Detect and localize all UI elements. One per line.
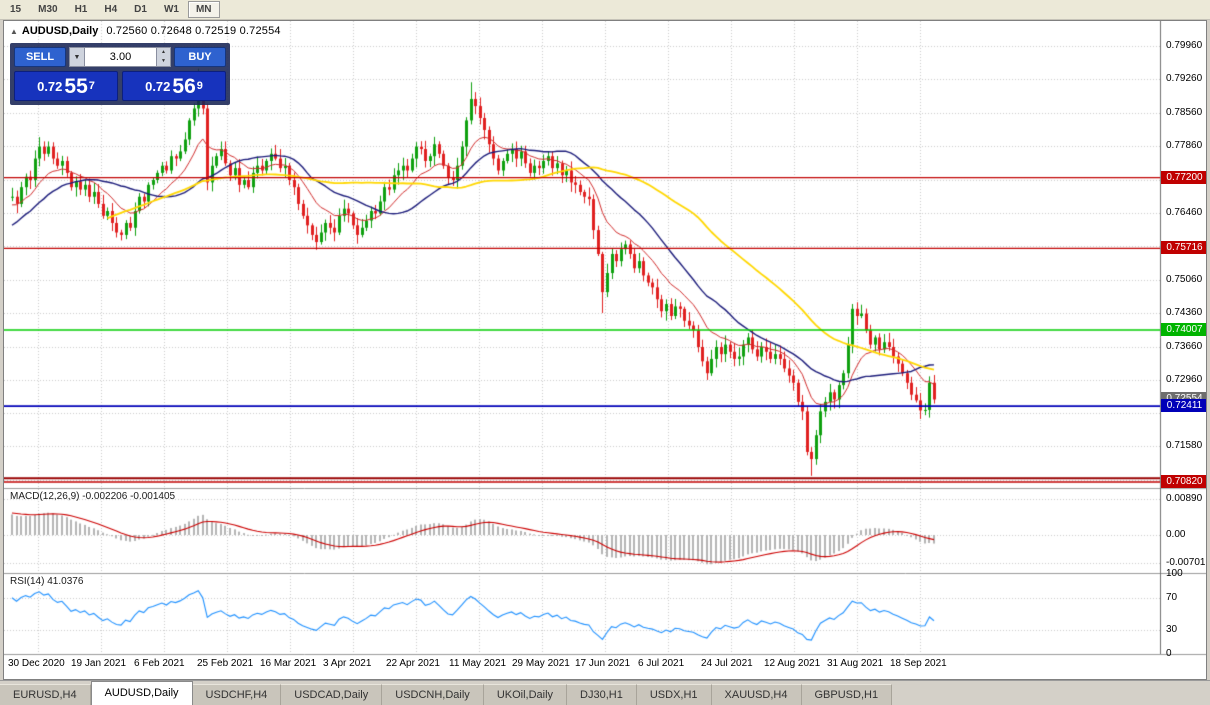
- date-axis-label: 19 Jan 2021: [71, 658, 127, 669]
- date-axis-label: 6 Feb 2021: [134, 658, 185, 669]
- rsi-indicator-label: RSI(14) 41.0376: [10, 576, 84, 587]
- date-axis-label: 29 May 2021: [512, 658, 570, 669]
- price-axis-label: 0.79260: [1166, 73, 1203, 85]
- sell-button[interactable]: SELL: [14, 47, 66, 67]
- price-axis-label: 0.77860: [1166, 140, 1203, 152]
- rsi-axis-label: 70: [1166, 592, 1178, 603]
- rsi-axis-label: 0: [1166, 648, 1172, 659]
- price-axis-label: 0.78560: [1166, 106, 1203, 118]
- one-click-trading-panel: SELL ▼ ▲ ▼ BUY 0.72 55 7 0: [10, 43, 230, 105]
- date-axis-label: 25 Feb 2021: [197, 658, 254, 669]
- buy-price-display[interactable]: 0.72 56 9: [122, 71, 226, 101]
- volume-spinner[interactable]: ▲ ▼: [156, 47, 171, 67]
- date-axis-label: 16 Mar 2021: [260, 658, 317, 669]
- macd-axis-label: 0.00890: [1166, 493, 1203, 505]
- spin-down-icon[interactable]: ▼: [161, 58, 166, 64]
- volume-control: ▼ ▲ ▼: [69, 47, 171, 67]
- price-axis-label: 0.75060: [1166, 273, 1203, 285]
- buy-price-pip-digit: 9: [196, 80, 203, 92]
- date-axis-label: 30 Dec 2020: [8, 658, 65, 669]
- chart-tab-dj30-h1[interactable]: DJ30,H1: [567, 684, 637, 705]
- chart-canvas[interactable]: [4, 21, 1206, 679]
- volume-dropdown-button[interactable]: ▼: [69, 47, 85, 67]
- chart-tab-usdcad-daily[interactable]: USDCAD,Daily: [281, 684, 383, 705]
- macd-axis-label: 0.00: [1166, 529, 1186, 540]
- timeframe-button-mn[interactable]: MN: [187, 1, 220, 18]
- sell-price-prefix: 0.72: [37, 78, 63, 94]
- buy-price-prefix: 0.72: [145, 78, 171, 94]
- price-axis-badge: 0.77200: [1161, 170, 1206, 184]
- date-axis-label: 12 Aug 2021: [764, 658, 821, 669]
- chart-title: ▲ AUDUSD,Daily 0.72560 0.72648 0.72519 0.7…: [10, 25, 281, 37]
- price-axis-label: 0.74360: [1166, 307, 1203, 319]
- timeframe-button-h4[interactable]: H4: [104, 4, 118, 15]
- sell-price-display[interactable]: 0.72 55 7: [14, 71, 118, 101]
- timeframe-button-d1[interactable]: D1: [134, 4, 147, 15]
- collapse-arrow-icon[interactable]: ▲: [10, 27, 18, 36]
- price-axis-label: 0.73660: [1166, 340, 1203, 352]
- price-axis-badge: 0.75716: [1161, 241, 1206, 255]
- sell-price-big-digits: 55: [64, 74, 88, 98]
- timeframe-button-m30[interactable]: M30: [38, 4, 58, 15]
- date-axis-label: 17 Jun 2021: [575, 658, 631, 669]
- price-axis-label: 0.72960: [1166, 373, 1203, 385]
- rsi-axis-label: 30: [1166, 624, 1178, 635]
- macd-axis-label: -0.00701: [1166, 557, 1206, 569]
- date-axis-label: 24 Jul 2021: [701, 658, 753, 669]
- trade-panel-prices: 0.72 55 7 0.72 56 9: [14, 71, 226, 101]
- date-axis-label: 6 Jul 2021: [638, 658, 685, 669]
- chart-window: ▲ AUDUSD,Daily 0.72560 0.72648 0.72519 0.7…: [3, 20, 1207, 680]
- rsi-axis-label: 100: [1166, 568, 1183, 579]
- date-axis-label: 18 Sep 2021: [890, 658, 947, 669]
- date-axis-label: 22 Apr 2021: [386, 658, 440, 669]
- spin-up-icon[interactable]: ▲: [161, 49, 166, 55]
- trade-panel-controls: SELL ▼ ▲ ▼ BUY: [14, 47, 226, 67]
- timeframe-button-h1[interactable]: H1: [74, 4, 88, 15]
- price-axis-badge: 0.70820: [1161, 474, 1206, 488]
- price-axis-badge: 0.72411: [1161, 399, 1206, 413]
- chart-ohlc-values: 0.72560 0.72648 0.72519 0.72554: [106, 25, 281, 37]
- buy-price-big-digits: 56: [172, 74, 196, 98]
- macd-indicator-label: MACD(12,26,9) -0.002206 -0.001405: [10, 491, 176, 502]
- date-axis-label: 3 Apr 2021: [323, 658, 372, 669]
- chart-tab-usdchf-h4[interactable]: USDCHF,H4: [192, 684, 282, 705]
- sell-price-pip-digit: 7: [88, 80, 95, 92]
- volume-input[interactable]: [85, 47, 156, 67]
- chart-tab-usdx-h1[interactable]: USDX,H1: [636, 684, 712, 705]
- price-axis-label: 0.79960: [1166, 40, 1203, 51]
- price-axis-label: 0.71580: [1166, 439, 1203, 451]
- chart-tab-usdcnh-daily[interactable]: USDCNH,Daily: [382, 684, 484, 705]
- buy-button[interactable]: BUY: [174, 47, 226, 67]
- timeframe-button-15[interactable]: 15: [10, 4, 22, 15]
- chart-symbol-period: AUDUSD,Daily: [21, 25, 99, 37]
- chart-tabs-bar: EURUSD,H4 AUDUSD,Daily USDCHF,H4 USDCAD,Dai…: [0, 680, 1210, 705]
- price-axis-label: 0.76460: [1166, 206, 1203, 218]
- chart-tab-audusd-daily[interactable]: AUDUSD,Daily: [90, 681, 193, 705]
- chart-tab-xauusd-h4[interactable]: XAUUSD,H4: [711, 684, 802, 705]
- timeframe-toolbar: 15 M30 H1 H4 D1 W1 MN: [0, 0, 1210, 20]
- chart-tab-gbpusd-h1[interactable]: GBPUSD,H1: [801, 684, 893, 705]
- chart-tab-eurusd-h4[interactable]: EURUSD,H4: [0, 684, 91, 705]
- timeframe-button-w1[interactable]: W1: [163, 4, 179, 15]
- date-axis-label: 31 Aug 2021: [827, 658, 884, 669]
- price-axis-badge: 0.74007: [1161, 322, 1206, 336]
- date-axis-label: 11 May 2021: [449, 658, 507, 669]
- chart-tab-ukoil-daily[interactable]: UKOil,Daily: [483, 684, 568, 705]
